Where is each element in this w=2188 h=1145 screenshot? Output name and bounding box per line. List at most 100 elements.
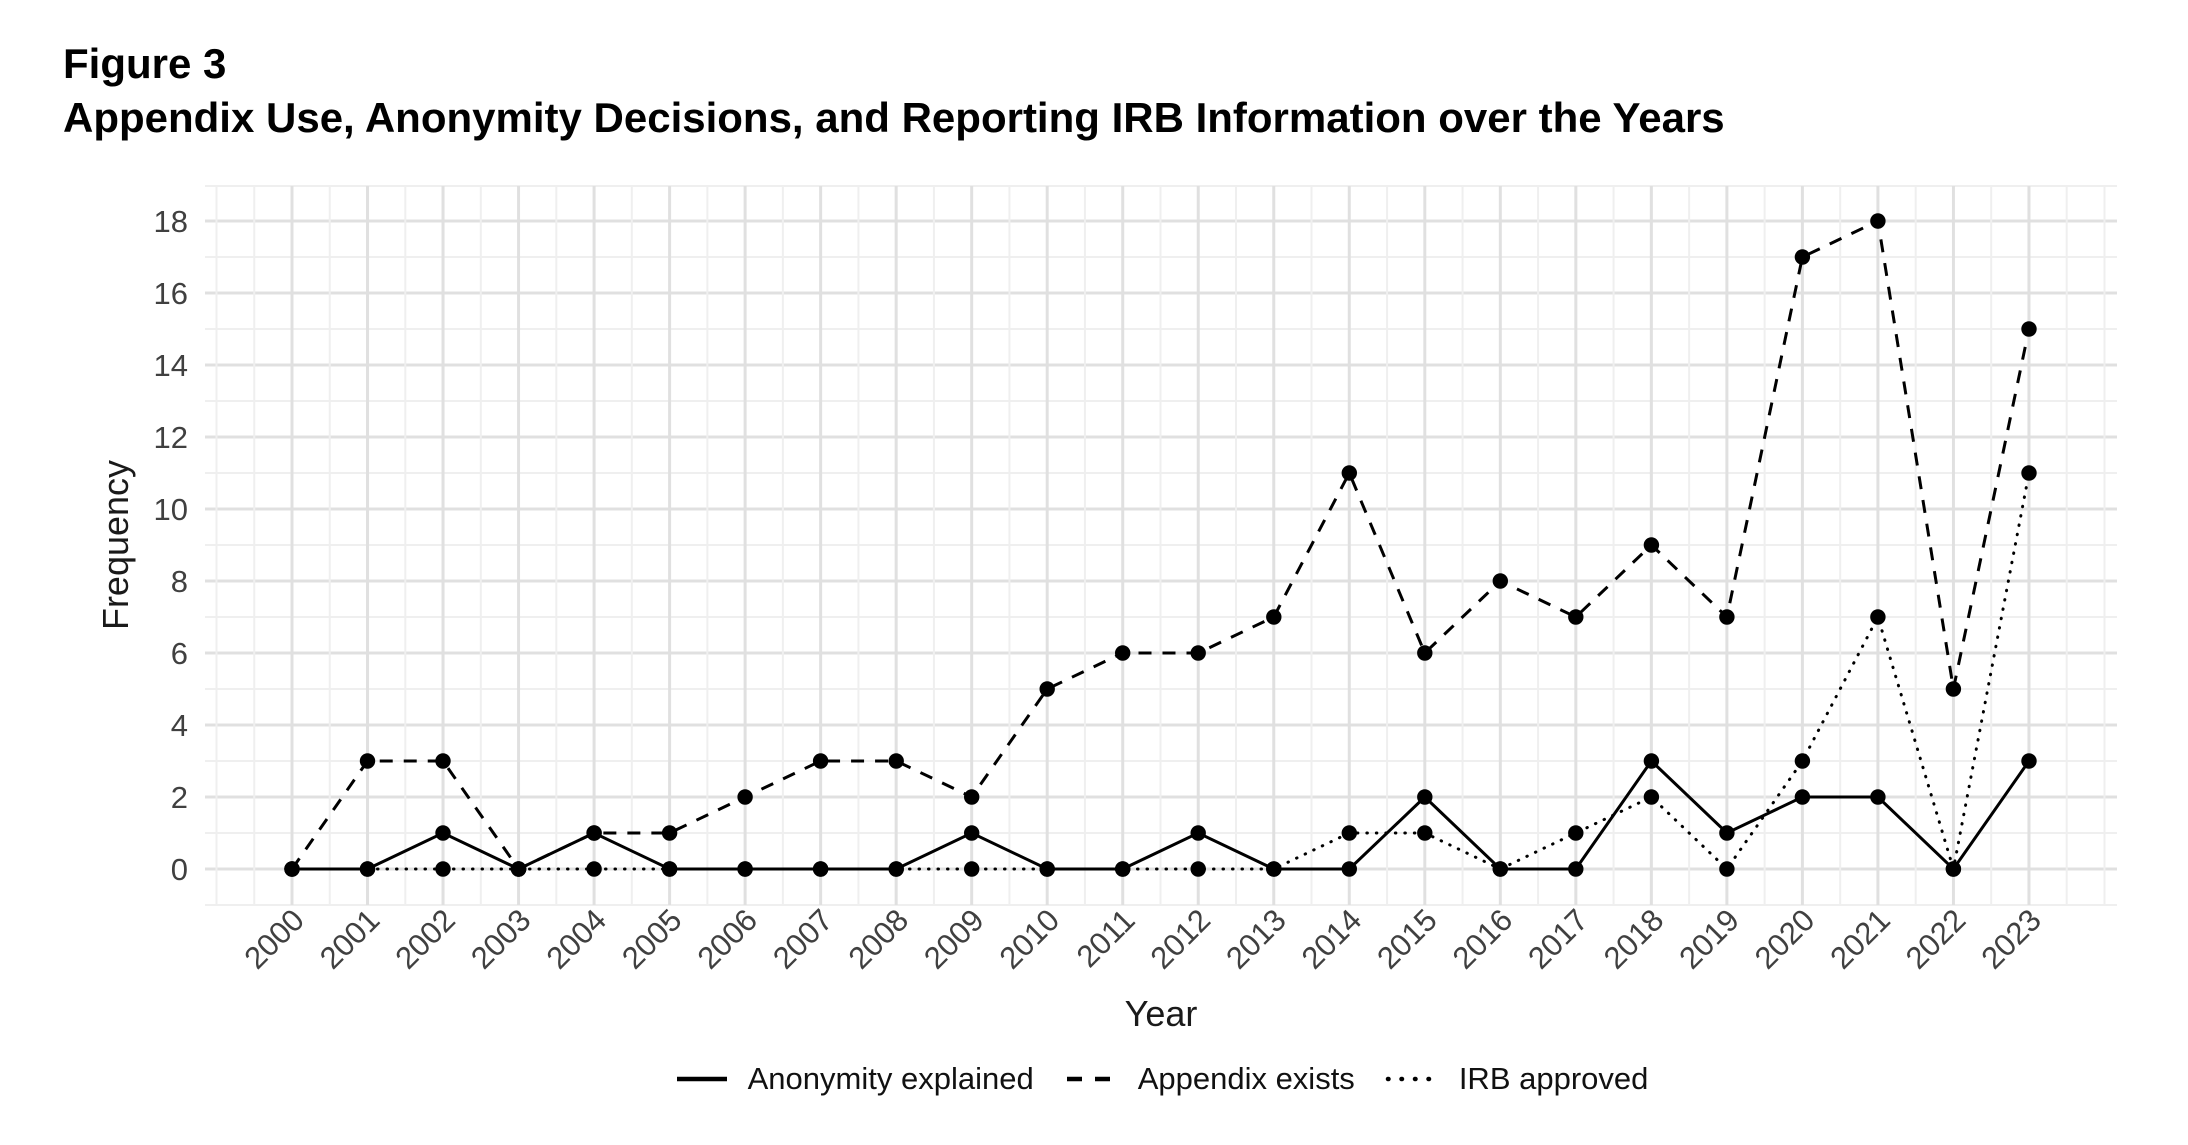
data-point (1039, 681, 1055, 697)
figure-title: Appendix Use, Anonymity Decisions, and R… (63, 94, 1725, 141)
x-tick-label: 2003 (464, 902, 538, 976)
x-tick-label: 2021 (1823, 902, 1897, 976)
data-point (1341, 861, 1358, 877)
x-tick-label: 2007 (766, 902, 840, 976)
legend-key-dotted-line (1385, 1076, 1441, 1082)
data-point (2021, 753, 2037, 769)
data-point (1719, 825, 1735, 841)
data-point (737, 861, 753, 877)
data-point (964, 861, 980, 877)
x-tick-label: 2016 (1446, 902, 1520, 976)
legend-key-solid-line (676, 1076, 727, 1082)
y-tick-label: 2 (171, 780, 188, 815)
x-tick-label: 2011 (1070, 902, 1142, 974)
x-tick-label: 2023 (1974, 902, 2048, 976)
x-tick-label: 2002 (388, 902, 462, 976)
data-point (510, 861, 527, 877)
data-point (1341, 825, 1358, 841)
legend: Anonymity explained Appendix exists IRB ap… (205, 1054, 2117, 1104)
data-point (2021, 465, 2037, 481)
x-tick-label: 2009 (917, 902, 991, 976)
legend-label: IRB approved (1458, 1061, 1649, 1096)
legend-item-appendix-exists: Appendix exists (1064, 1061, 1355, 1097)
data-point (1492, 573, 1509, 589)
x-tick-label: 2019 (1672, 902, 1746, 976)
data-point (812, 861, 829, 877)
data-point (1115, 645, 1131, 661)
x-axis-title: Year (1125, 993, 1198, 1034)
x-tick-label: 2006 (691, 902, 765, 976)
x-tick-label: 2017 (1521, 902, 1595, 976)
data-point (1417, 825, 1433, 841)
data-point (1568, 861, 1584, 877)
data-point (1643, 753, 1660, 769)
data-point (964, 825, 980, 841)
figure-label: Figure 3 (63, 40, 226, 87)
x-tick-label: 2015 (1370, 902, 1444, 976)
legend-label: Anonymity explained (747, 1061, 1034, 1096)
x-tick-label: 2014 (1295, 902, 1369, 976)
x-tick-label: 2008 (842, 902, 916, 976)
series-lines (290, 218, 2031, 872)
data-point (1945, 681, 1962, 697)
y-tick-label: 18 (154, 204, 188, 239)
data-point (435, 825, 451, 841)
data-point (586, 861, 602, 877)
x-tick-label: 2004 (540, 902, 614, 976)
y-tick-label: 12 (154, 420, 188, 455)
y-tick-label: 14 (154, 348, 188, 383)
data-point (1266, 861, 1282, 877)
data-point (737, 789, 753, 805)
data-point (1870, 609, 1886, 625)
data-point (435, 861, 451, 877)
data-point (586, 825, 602, 841)
y-tick-label: 6 (171, 636, 188, 671)
grid (205, 185, 2117, 906)
y-tick-label: 8 (171, 564, 188, 599)
series-line-anonymity-explained (292, 758, 2031, 872)
x-tick-label: 2000 (237, 902, 311, 976)
y-tick-label: 4 (171, 708, 188, 743)
data-point (1945, 861, 1962, 877)
data-point (1719, 861, 1735, 877)
x-tick-label: 2010 (993, 902, 1067, 976)
data-point (1794, 753, 1811, 769)
legend-label: Appendix exists (1137, 1061, 1355, 1096)
data-point (359, 861, 376, 877)
data-point (1039, 861, 1055, 877)
x-tick-label: 2005 (615, 902, 689, 976)
y-tick-label: 10 (154, 492, 188, 527)
data-point (888, 861, 904, 877)
data-point (1568, 609, 1584, 625)
legend-key-dashed-line (1066, 1076, 1117, 1082)
data-point (1719, 609, 1735, 625)
data-point (1190, 825, 1206, 841)
data-point (1794, 249, 1811, 265)
y-axis-title: Frequency (95, 460, 136, 630)
data-point (812, 753, 829, 769)
data-point (1870, 213, 1886, 229)
data-point (1190, 645, 1206, 661)
data-point (1870, 789, 1886, 805)
data-point (1417, 789, 1433, 805)
data-point (1417, 645, 1433, 661)
x-tick-label: 2018 (1597, 902, 1671, 976)
data-point (1794, 789, 1811, 805)
data-point (1568, 825, 1584, 841)
data-points (284, 213, 2037, 877)
data-point (1115, 861, 1131, 877)
x-tick-label: 2012 (1144, 902, 1218, 976)
data-point (435, 753, 451, 769)
data-point (1643, 789, 1660, 805)
x-tick-label: 2020 (1748, 902, 1822, 976)
data-point (964, 789, 980, 805)
data-point (888, 753, 904, 769)
data-point (1190, 861, 1206, 877)
legend-item-irb-approved: IRB approved (1385, 1061, 1649, 1097)
y-tick-label: 0 (171, 852, 188, 887)
data-point (359, 753, 376, 769)
data-point (1266, 609, 1282, 625)
data-point (661, 861, 678, 877)
legend-item-anonymity-explained: Anonymity explained (674, 1061, 1034, 1097)
data-point (284, 861, 300, 877)
